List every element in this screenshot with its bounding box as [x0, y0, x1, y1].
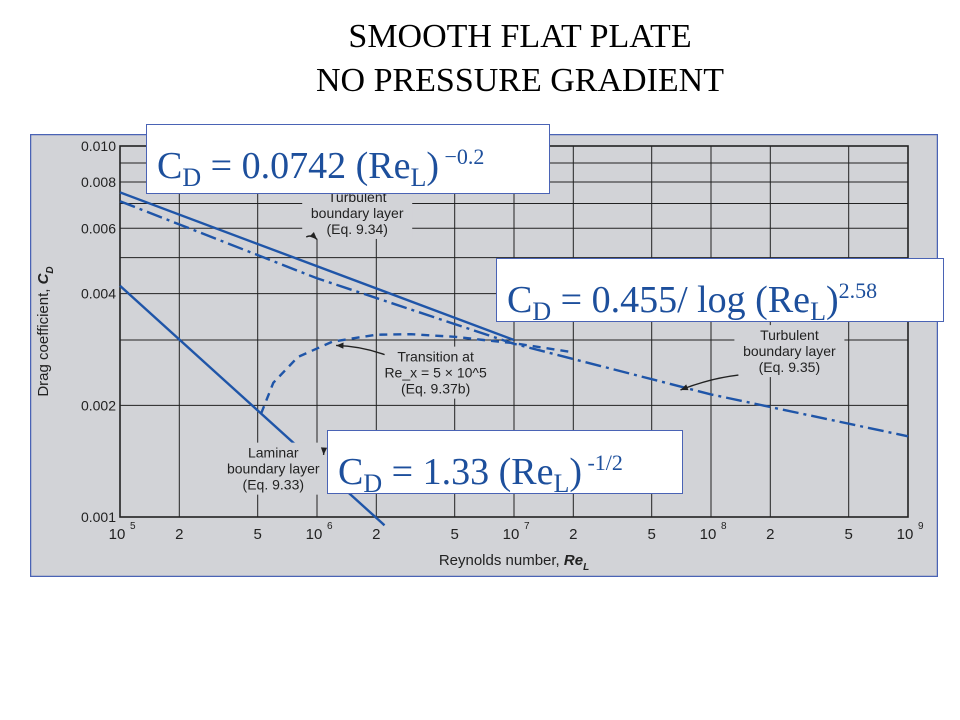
eq1-close: ) — [426, 145, 439, 187]
eq1-exp: −0.2 — [438, 144, 485, 169]
eq2-mid: = 0.455/ log (Re — [551, 279, 811, 321]
eq1-sub2: L — [410, 163, 427, 192]
x-tick-label: 10 — [700, 526, 717, 543]
eq3-sub2: L — [553, 469, 570, 498]
x-tick-exponent: 8 — [721, 521, 727, 532]
y-tick-label: 0.008 — [81, 174, 116, 190]
y-tick-label: 0.004 — [81, 286, 116, 302]
eq3-mid: = 1.33 (Re — [382, 451, 554, 493]
eq3-sub: D — [363, 469, 383, 498]
equation-box-laminar: CD = 1.33 (ReL) -1/2 — [327, 430, 683, 498]
eq2-exp: 2.58 — [838, 278, 878, 303]
x-tick-label: 10 — [503, 526, 520, 543]
y-tick-label: 0.006 — [81, 220, 116, 236]
y-tick-label: 0.010 — [81, 138, 116, 154]
eq2-c: C — [507, 279, 533, 321]
eq2-close: ) — [825, 279, 839, 321]
annotation-background — [734, 325, 845, 378]
annotation-background — [302, 186, 413, 239]
annotation-text: (Eq. 9.35) — [759, 359, 820, 375]
eq3-close: ) — [569, 451, 582, 493]
annotation-background — [380, 346, 491, 399]
x-tick-label: 2 — [569, 526, 577, 543]
eq2-sub2: L — [810, 297, 826, 326]
annotation-arrowhead — [680, 384, 689, 391]
x-tick-label: 2 — [372, 526, 380, 543]
x-tick-exponent: 7 — [524, 521, 530, 532]
slide-title-line-1: SMOOTH FLAT PLATE — [348, 18, 692, 55]
eq1-mid: = 0.0742 (Re — [201, 145, 411, 187]
annotation-arrowhead — [320, 447, 328, 455]
x-tick-label: 5 — [451, 526, 459, 543]
annotation-text: Laminar — [248, 445, 299, 461]
x-tick-exponent: 6 — [327, 521, 333, 532]
annotation-text: boundary layer — [311, 205, 404, 221]
annotation-text: (Eq. 9.33) — [243, 477, 304, 493]
eq3-exp: -1/2 — [581, 450, 623, 475]
x-tick-label: 5 — [648, 526, 656, 543]
equation-box-turbulent-power-law: CD = 0.0742 (ReL) −0.2 — [146, 124, 550, 194]
x-tick-label: 10 — [897, 526, 914, 543]
eq1-sub: D — [182, 163, 202, 192]
eq3-c: C — [338, 451, 364, 493]
y-tick-label: 0.002 — [81, 397, 116, 413]
x-tick-label: 2 — [766, 526, 774, 543]
series-line-solid — [119, 191, 515, 342]
annotation-text: Re_x = 5 × 10^5 — [384, 365, 487, 381]
annotation-text: (Eq. 9.37b) — [401, 381, 470, 397]
equation-box-turbulent-log: CD = 0.455/ log (ReL)2.58 — [496, 258, 944, 326]
eq1-c: C — [157, 145, 183, 187]
x-tick-label: 10 — [306, 526, 323, 543]
x-tick-label: 2 — [175, 526, 183, 543]
annotation-arrowhead — [309, 232, 317, 240]
annotation-arrowhead — [336, 342, 344, 349]
annotation-text: Transition at — [397, 349, 474, 365]
annotation-background — [218, 442, 329, 495]
annotation-text: boundary layer — [743, 343, 836, 359]
x-tick-label: 5 — [845, 526, 853, 543]
y-tick-label: 0.001 — [81, 509, 116, 525]
x-tick-label: 5 — [254, 526, 262, 543]
slide-title-line-2: NO PRESSURE GRADIENT — [315, 62, 725, 99]
annotation-text: (Eq. 9.34) — [326, 221, 387, 237]
series-line-dashed — [259, 332, 574, 415]
x-tick-exponent: 9 — [918, 521, 924, 532]
x-tick-exponent: 5 — [130, 521, 136, 532]
x-tick-label: 10 — [109, 526, 126, 543]
y-axis-title: Drag coefficient, CD — [35, 266, 56, 396]
eq2-sub: D — [532, 297, 552, 326]
x-axis-title: Reynolds number, ReL — [439, 552, 589, 573]
annotation-text: Turbulent — [760, 327, 819, 343]
annotation-text: boundary layer — [227, 461, 320, 477]
series-line-dashdot — [119, 200, 909, 438]
